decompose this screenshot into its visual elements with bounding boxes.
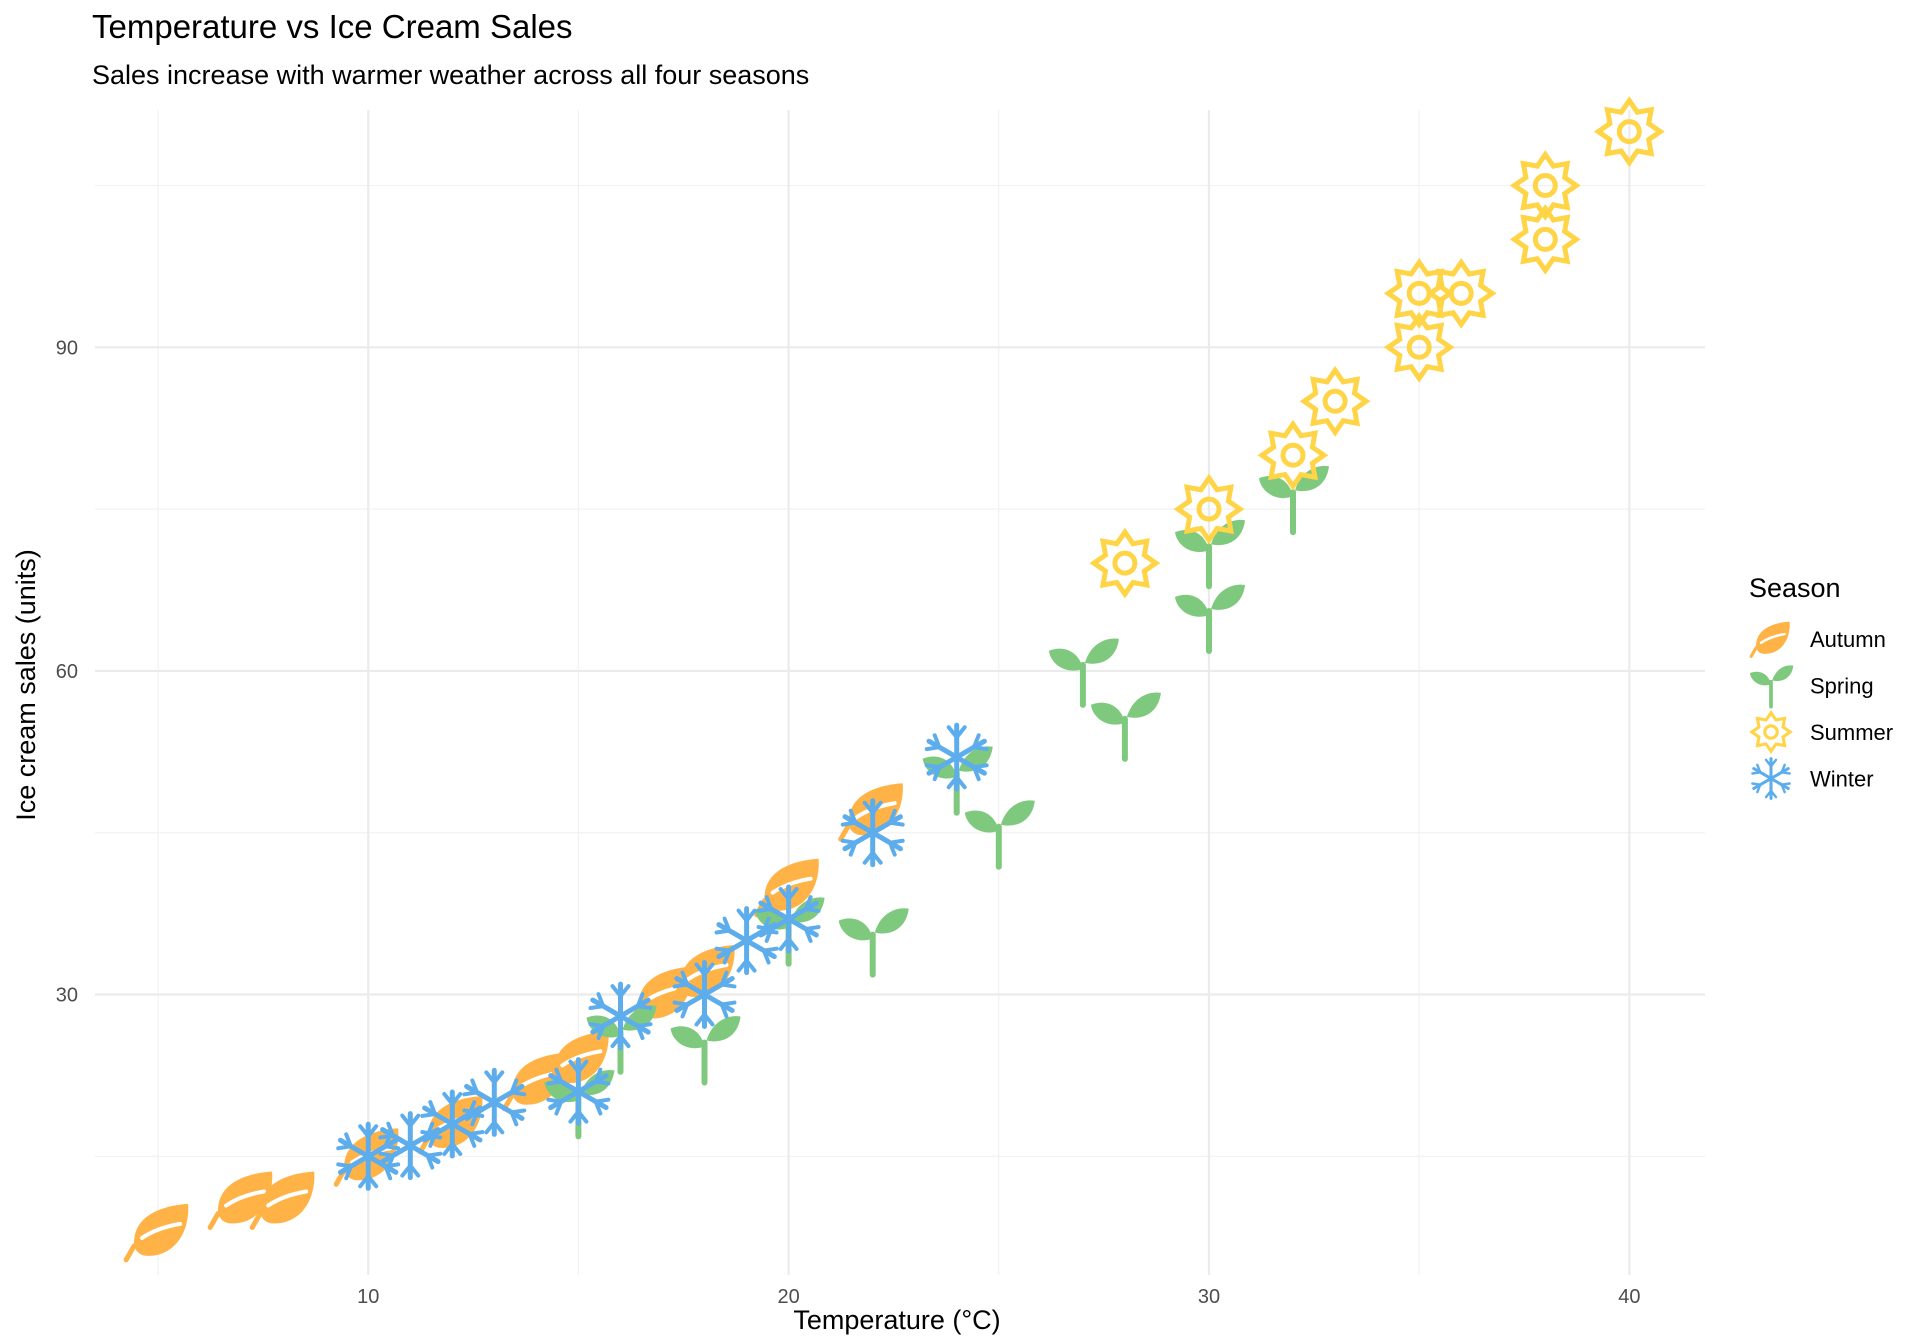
chart-title: Temperature vs Ice Cream Sales <box>92 8 573 45</box>
series-summer <box>1089 96 1665 599</box>
grid <box>95 110 1705 1275</box>
spring-point <box>1175 584 1245 654</box>
summer-point <box>1383 311 1455 383</box>
spring-point <box>838 908 909 978</box>
legend-snowflake-icon <box>1751 757 1791 800</box>
winter-point <box>588 981 653 1051</box>
summer-point <box>1299 365 1371 437</box>
y-tick-label: 30 <box>56 985 78 1007</box>
winter-point <box>924 722 989 792</box>
autumn-point <box>207 1171 273 1230</box>
series-spring <box>544 465 1329 1140</box>
legend-title: Season <box>1749 573 1841 603</box>
y-axis-title: Ice cream sales (units) <box>11 549 41 821</box>
spring-point <box>1090 692 1161 762</box>
y-tick-label: 90 <box>56 337 78 359</box>
x-tick-label: 20 <box>777 1286 799 1308</box>
series-autumn <box>123 783 903 1263</box>
legend-leaf-icon <box>1749 621 1790 658</box>
legend-label-winter: Winter <box>1810 767 1874 792</box>
summer-point <box>1425 258 1497 329</box>
legend-sprout-icon <box>1749 665 1794 709</box>
winter-point <box>756 884 821 954</box>
x-tick-label: 10 <box>357 1286 379 1308</box>
autumn-point <box>123 1203 189 1263</box>
x-axis-title: Temperature (°C) <box>793 1305 1000 1335</box>
y-tick-label: 60 <box>56 661 78 683</box>
spring-point <box>1048 638 1119 708</box>
legend-sun-icon <box>1749 710 1793 754</box>
autumn-point <box>249 1171 315 1230</box>
legend: Season Autumn Spring Summer Winter <box>1749 573 1893 800</box>
winter-point <box>672 960 737 1029</box>
legend-label-autumn: Autumn <box>1810 627 1886 652</box>
data-points <box>123 96 1665 1263</box>
spring-point <box>670 1016 741 1086</box>
winter-point <box>462 1067 527 1137</box>
summer-point <box>1593 96 1665 167</box>
series-winter <box>336 722 989 1191</box>
summer-point <box>1509 204 1581 275</box>
legend-label-summer: Summer <box>1810 720 1893 745</box>
summer-point <box>1089 527 1161 599</box>
winter-point <box>840 798 905 868</box>
spring-point <box>964 800 1035 870</box>
x-tick-label: 40 <box>1618 1286 1640 1308</box>
chart-subtitle: Sales increase with warmer weather acros… <box>92 60 809 90</box>
legend-label-spring: Spring <box>1810 674 1874 699</box>
tick-labels: 10 20 30 40 30 60 90 <box>56 337 1641 1308</box>
summer-point <box>1509 150 1581 221</box>
x-tick-label: 30 <box>1198 1286 1220 1308</box>
summer-point <box>1257 419 1329 491</box>
winter-point <box>546 1057 611 1127</box>
summer-point <box>1173 473 1245 545</box>
